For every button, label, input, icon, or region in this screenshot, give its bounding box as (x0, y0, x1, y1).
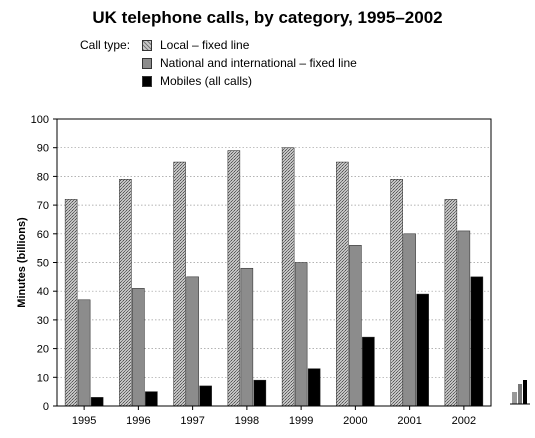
y-tick-label: 100 (31, 114, 49, 126)
bar-local-1997 (173, 161, 186, 407)
bar-local-1995 (64, 199, 78, 407)
y-tick-label: 50 (37, 258, 49, 270)
bar-local-1996 (119, 179, 132, 407)
bar-national-1997 (186, 276, 199, 407)
plot-frame (56, 118, 492, 407)
legend-swatch-national (142, 58, 152, 69)
bar-local-2000 (336, 161, 349, 407)
x-tick-label: 1998 (235, 415, 259, 427)
x-tick-label: 1997 (180, 415, 204, 427)
bar-local-2002 (444, 199, 458, 407)
y-tick-label: 0 (43, 401, 49, 413)
bar-local-2001 (390, 179, 403, 407)
x-tick-label: 1996 (126, 415, 150, 427)
y-tick-label: 80 (37, 171, 49, 183)
x-tick-label: 1999 (289, 415, 313, 427)
legend-swatch-local (142, 40, 152, 51)
legend-text-national: National and international – fixed line (160, 56, 357, 70)
bar-mobiles-2002 (470, 276, 484, 407)
bar-national-1996 (132, 288, 145, 407)
legend-swatch-mobiles (142, 76, 152, 87)
y-tick-label: 90 (37, 143, 49, 155)
bar-national-2000 (349, 245, 362, 407)
bar-mobiles-2001 (416, 293, 429, 407)
bar-national-1995 (77, 299, 91, 407)
page-corner-decoration-icon (510, 380, 530, 405)
y-tick-label: 40 (37, 286, 49, 298)
bar-mobiles-1995 (90, 397, 104, 407)
x-tick-label: 2001 (397, 415, 421, 427)
legend-label: Call type: (80, 38, 131, 52)
x-tick-label: 2002 (452, 415, 476, 427)
x-tick-label: 1995 (72, 415, 96, 427)
legend-text-mobiles: Mobiles (all calls) (160, 74, 253, 88)
y-tick-label: 70 (37, 200, 49, 212)
y-tick-label: 20 (37, 344, 49, 356)
bar-mobiles-1998 (253, 379, 267, 407)
legend-text-local: Local – fixed line (160, 38, 250, 52)
bar-mobiles-1999 (307, 368, 321, 407)
y-tick-label: 30 (37, 315, 49, 327)
y-axis-title: Minutes (billions) (16, 217, 28, 308)
bar-local-1999 (281, 147, 295, 407)
y-tick-label: 10 (37, 372, 49, 384)
bar-national-2002 (457, 230, 471, 407)
chart-title: UK telephone calls, by category, 1995–20… (92, 8, 443, 27)
y-tick-label: 60 (37, 229, 49, 241)
x-tick-label: 2000 (343, 415, 367, 427)
bar-mobiles-1996 (145, 391, 158, 407)
bar-mobiles-1997 (199, 385, 212, 407)
bar-national-1999 (294, 262, 308, 407)
bar-mobiles-2000 (362, 336, 375, 407)
bar-national-1998 (240, 267, 254, 407)
bar-national-2001 (403, 233, 416, 407)
bar-local-1998 (227, 150, 241, 407)
